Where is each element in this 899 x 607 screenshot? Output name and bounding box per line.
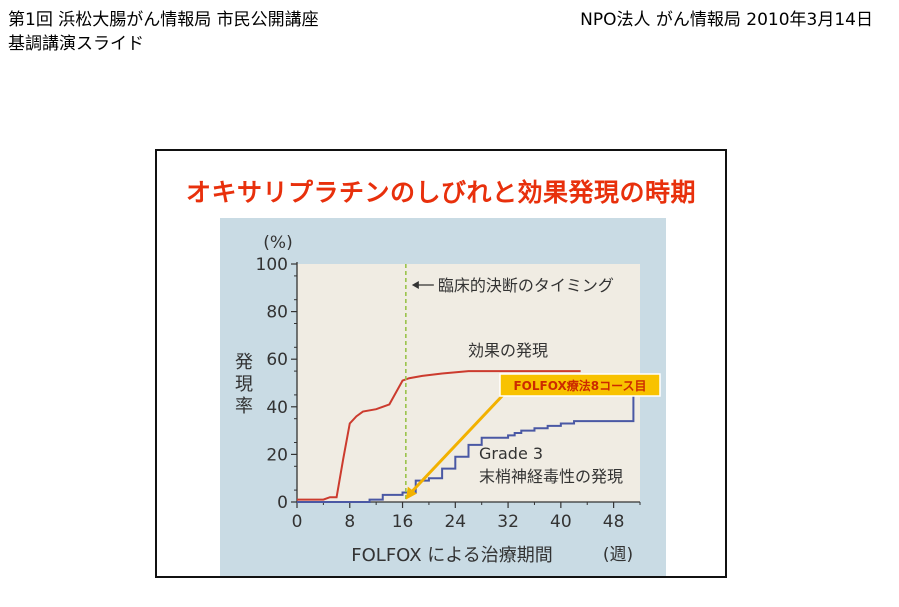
- y-tick-label: 40: [266, 398, 288, 418]
- y-axis-label-char: 率: [235, 396, 253, 417]
- header-seminar-title: 第1回 浜松大腸がん情報局 市民公開講座: [8, 10, 319, 30]
- chart-series: [297, 370, 635, 503]
- chart-axes: 0 20 40 60 80 100 0 8 16 24 32 40 48: [256, 255, 641, 532]
- efficacy-series-label: 効果の発現: [468, 341, 548, 360]
- callout-label: FOLFOX療法8コース目: [513, 378, 646, 393]
- y-tick-label: 0: [277, 493, 288, 513]
- neuropathy-series-label-line1: Grade 3: [479, 444, 543, 463]
- chart: 0 20 40 60 80 100 0 8 16 24 32 40 48 臨床的決断のタイミング FOLF…: [220, 218, 666, 576]
- callout-arrow-line: [410, 392, 506, 493]
- decision-timing-label: 臨床的決断のタイミング: [438, 276, 614, 295]
- x-axis-unit: (週): [603, 545, 633, 565]
- y-axis-label-char: 現: [235, 374, 253, 395]
- slide-title: オキサリプラチンのしびれと効果発現の時期: [185, 178, 696, 207]
- y-tick-label: 100: [256, 255, 288, 275]
- x-tick-label: 48: [603, 512, 625, 532]
- y-axis-unit: (%): [263, 233, 292, 253]
- header-left: 第1回 浜松大腸がん情報局 市民公開講座 基調講演スライド: [8, 8, 319, 56]
- slide-frame: オキサリプラチンのしびれと効果発現の時期 0 20 40 60 80 100 0 8 16 24 3…: [155, 149, 727, 578]
- x-tick-label: 16: [392, 512, 414, 532]
- neuropathy-series-label-line2: 末梢神経毒性の発現: [479, 467, 623, 486]
- y-tick-label: 20: [266, 445, 288, 465]
- header-organization-date: NPO法人 がん情報局 2010年3月14日: [580, 10, 873, 30]
- callout-box: [499, 373, 661, 397]
- x-tick-label: 8: [344, 512, 355, 532]
- chart-labels: (%) 発現率 FOLFOX による治療期間 (週) 効果の発現 Grade 3 末梢神経毒…: [235, 233, 633, 566]
- y-axis-label-char: 発: [235, 352, 253, 373]
- chart-annotations: 臨床的決断のタイミング FOLFOX療法8コース目: [405, 264, 661, 502]
- y-tick-label: 80: [266, 303, 288, 323]
- x-tick-label: 0: [292, 512, 303, 532]
- x-tick-label: 40: [550, 512, 572, 532]
- callout-arrow-head: [405, 486, 417, 500]
- efficacy-series-line: [297, 370, 581, 501]
- x-tick-label: 24: [444, 512, 466, 532]
- decision-arrow-head: [411, 281, 419, 289]
- header-subtitle: 基調講演スライド: [8, 34, 144, 54]
- x-tick-label: 32: [497, 512, 519, 532]
- x-axis-label: FOLFOX による治療期間: [351, 545, 552, 566]
- neuropathy-series-line: [297, 394, 635, 503]
- y-tick-label: 60: [266, 350, 288, 370]
